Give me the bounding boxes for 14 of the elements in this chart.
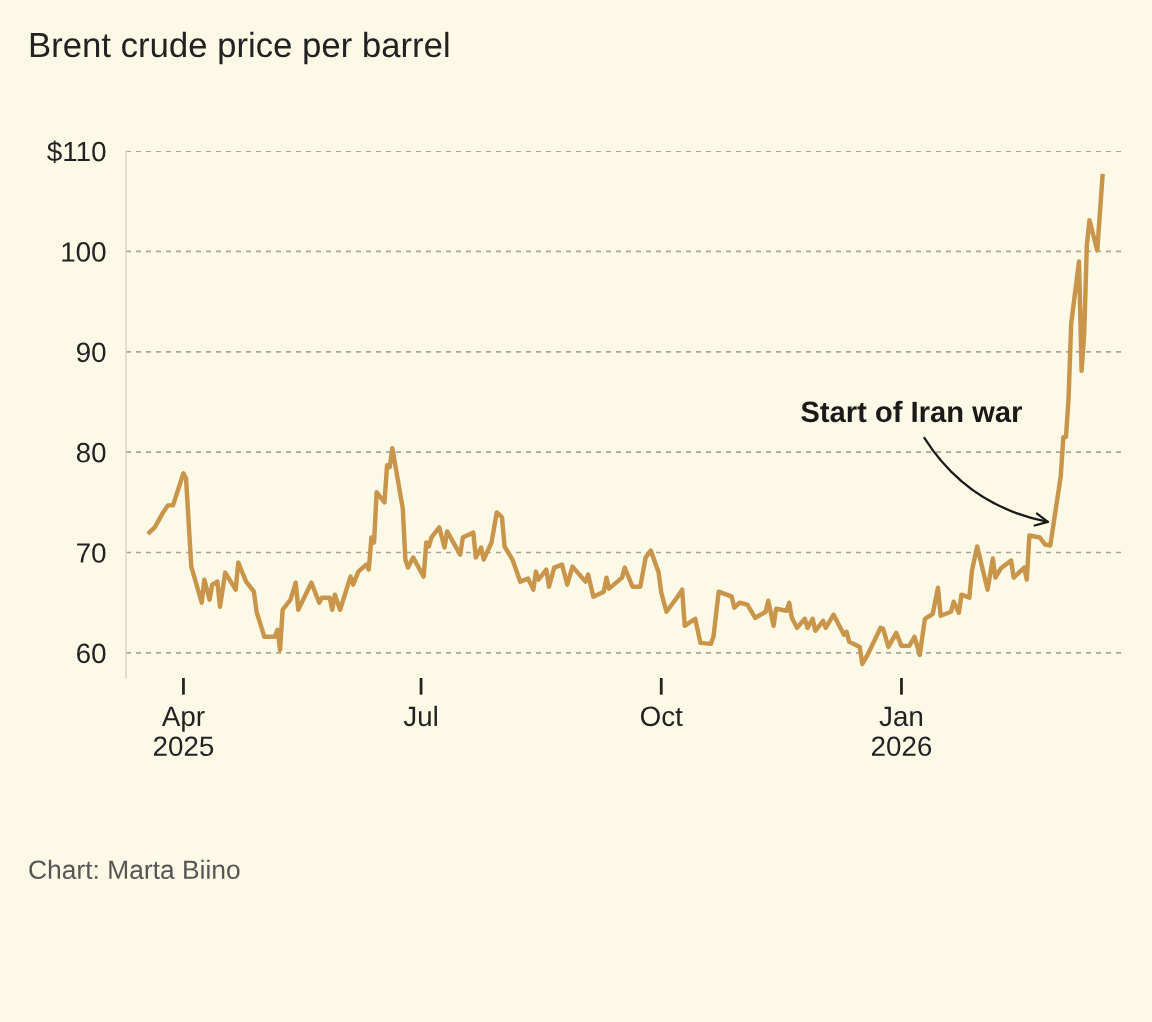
y-tick-label: $110 (47, 140, 106, 164)
x-tick-label: Oct (640, 706, 683, 727)
y-tick-label: 80 (76, 442, 106, 463)
text: Chart: Marta Biino (29, 859, 240, 880)
x-tick-label: Apr 2025 (153, 706, 214, 757)
annotation: Start of Iran war (801, 400, 1022, 423)
y-tick-label: 100 (62, 242, 106, 262)
chart-title: Brent crude price per barrel (30, 31, 449, 65)
y-tick-label: 60 (77, 643, 106, 664)
y-tick-label: 70 (77, 543, 106, 563)
x-tick-label: Jul (403, 705, 437, 727)
y-tick-label: 90 (76, 342, 106, 363)
x-tick-label: Jan 2026 (871, 706, 932, 757)
line-series (147, 173, 1105, 667)
